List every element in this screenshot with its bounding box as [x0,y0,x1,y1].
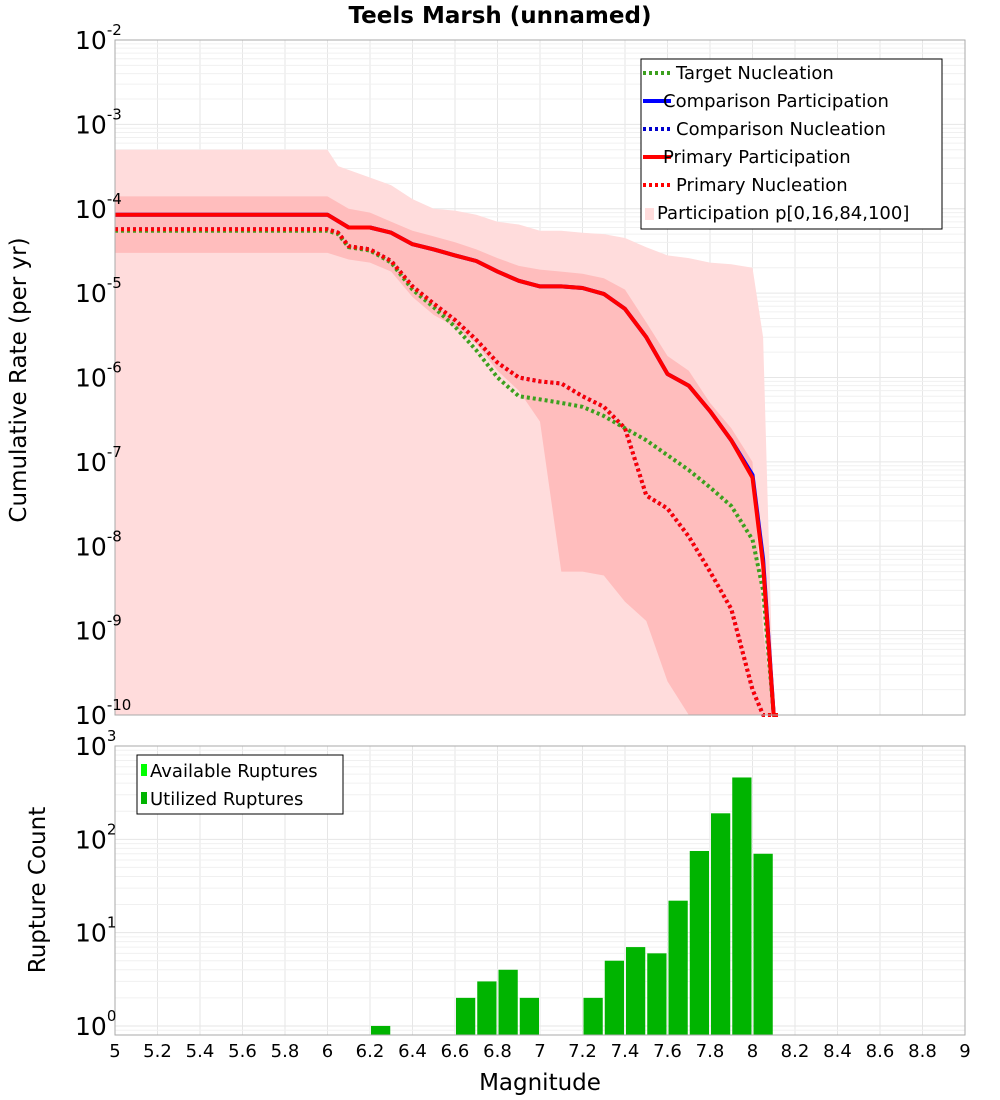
legend-label: Participation p[0,16,84,100] [657,203,909,224]
legend-label: Available Ruptures [150,761,318,782]
x-tick-label: 5.4 [186,1041,215,1062]
bottom-plot-frame [114,745,966,1036]
bottom-y-tick-label: 100 [75,1007,116,1041]
top-y-axis: 10-10 10-9 10-8 10-7 10-6 10-5 10-4 10-3 10-2 [75,21,131,730]
legend-swatch [141,764,147,776]
legend-label: Primary Nucleation [676,175,848,196]
bar [732,777,752,1035]
x-tick-label: 5 [109,1041,120,1062]
chart-title: Teels Marsh (unnamed) [349,3,652,29]
bottom-y-axis-label: Rupture Count [25,807,51,973]
top-y-tick-label: 10-8 [75,527,122,561]
x-tick-label: 6.8 [483,1041,512,1062]
top-y-tick-label: 10-9 [75,612,122,646]
bar [647,953,667,1035]
bar [753,853,773,1035]
top-y-tick-label: 10-2 [75,21,122,55]
top-legend: Target Nucleation Comparison Participatio… [640,58,943,230]
bottom-y-tick-label: 101 [75,914,116,948]
bottom-legend: Available Ruptures Utilized Ruptures [136,754,344,815]
x-axis-label: Magnitude [479,1070,601,1096]
top-y-tick-label: 10-5 [75,274,122,308]
x-tick-label: 5.2 [143,1041,172,1062]
x-tick-label: 5.6 [228,1041,257,1062]
bar [477,981,497,1035]
legend-label: Primary Participation [663,147,851,168]
legend-swatch [141,792,147,804]
x-tick-label: 6.4 [398,1041,427,1062]
x-tick-label: 7.4 [611,1041,640,1062]
series-line-primary-nucleation [115,227,776,717]
bar [456,997,476,1035]
x-tick-label: 7.8 [696,1041,725,1062]
top-plot-frame [114,39,966,716]
x-tick-label: 8 [747,1041,758,1062]
bar [583,997,603,1035]
x-tick-label: 8.4 [823,1041,852,1062]
bar [689,850,709,1035]
bottom-bars [371,777,773,1035]
bar [668,900,688,1035]
top-y-tick-label: 10-3 [75,105,122,139]
x-tick-label: 8.2 [781,1041,810,1062]
band-p16-p84 [115,196,774,715]
x-tick-label: 8.8 [908,1041,937,1062]
legend-label: Target Nucleation [675,63,834,84]
x-tick-label: 8.6 [866,1041,895,1062]
bar [519,997,539,1035]
bar [604,960,624,1035]
x-tick-label: 6 [322,1041,333,1062]
top-lines [115,212,778,717]
bar [498,969,518,1035]
top-y-tick-label: 10-7 [75,443,122,477]
legend-label: Comparison Participation [663,91,889,112]
top-y-tick-label: 10-10 [75,696,131,730]
x-tick-label: 9 [959,1041,970,1062]
top-y-axis-label: Cumulative Rate (per yr) [6,237,32,522]
bar [371,1025,391,1035]
legend-swatch [645,208,654,220]
legend-label: Utilized Ruptures [150,789,303,810]
series-line-primary-participation [115,212,778,717]
x-tick-label: 6.6 [441,1041,470,1062]
x-tick-label: 7 [534,1041,545,1062]
x-tick-label: 7.6 [653,1041,682,1062]
bar [626,947,646,1035]
bottom-legend-box [136,754,344,815]
bottom-y-axis: 100 101 102 103 [75,727,116,1041]
bar [711,813,731,1035]
x-tick-label: 6.2 [356,1041,385,1062]
top-bands [115,149,774,716]
x-tick-label: 7.2 [568,1041,597,1062]
top-y-tick-label: 10-6 [75,359,122,393]
bottom-y-tick-label: 103 [75,727,116,761]
top-y-tick-label: 10-4 [75,190,122,224]
bottom-x-axis: 5 5.2 5.4 5.6 5.8 6 6.2 6.4 6.6 6.8 7 7.2 7.4 7.6 7.8 8… [109,1041,970,1062]
x-tick-label: 5.8 [271,1041,300,1062]
legend-label: Comparison Nucleation [676,119,886,140]
top-legend-box [640,58,943,230]
bottom-y-tick-label: 102 [75,820,116,854]
